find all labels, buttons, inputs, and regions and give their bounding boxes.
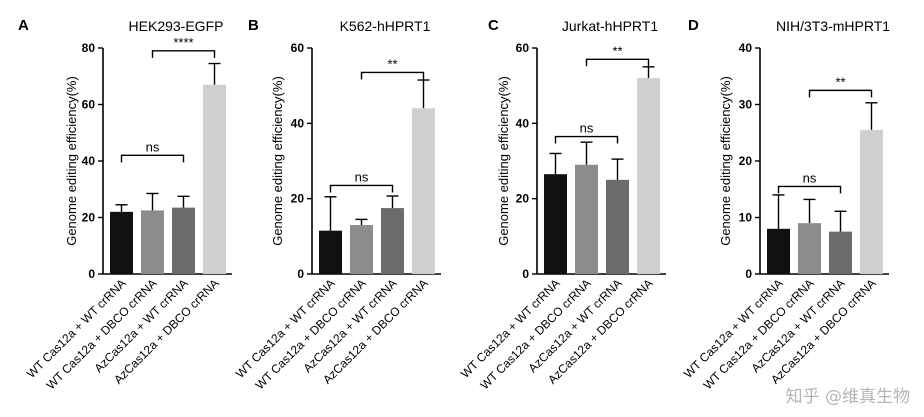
y-tick-label: 40 (739, 41, 753, 55)
watermark-text: 知乎 @维真生物 (785, 387, 910, 407)
bar (381, 208, 404, 274)
significance-label: ** (835, 74, 845, 89)
bar (860, 129, 883, 274)
y-axis-label: Genome editing efficiency(%) (64, 76, 79, 246)
significance-bracket (808, 89, 873, 98)
panel-letter: C (488, 17, 499, 34)
significance-bracket (554, 135, 619, 144)
significance-bracket (777, 185, 842, 194)
y-tick-label: 60 (291, 41, 305, 55)
significance-bracket (151, 50, 216, 58)
y-tick-label: 60 (516, 41, 530, 55)
significance-label: ns (803, 170, 817, 185)
bar (798, 223, 821, 274)
panel-b: B K562-hHPRT1 Genome editing efficiency(%)… (233, 17, 441, 392)
y-tick-label: 20 (291, 192, 305, 206)
panel-letter: A (18, 17, 29, 34)
significance-label: ns (146, 139, 160, 154)
significance-bracket (120, 154, 185, 163)
significance-label: **** (173, 35, 193, 50)
y-tick-label: 0 (745, 267, 752, 281)
y-tick-label: 0 (297, 267, 304, 281)
y-axis-label: Genome editing efficiency(%) (718, 76, 733, 246)
panel-letter: D (688, 17, 699, 34)
panel-title: NIH/3T3-mHPRT1 (776, 18, 890, 34)
y-tick-label: 60 (82, 98, 96, 112)
panel-title: Jurkat-hHPRT1 (562, 18, 658, 34)
y-tick-label: 40 (516, 116, 530, 130)
bar (141, 210, 164, 274)
y-tick-label: 20 (82, 211, 96, 225)
bar (319, 230, 342, 274)
significance-label: ns (355, 169, 369, 184)
significance-bracket (360, 71, 425, 80)
bar (203, 84, 226, 274)
bar (637, 78, 660, 274)
bar (172, 207, 195, 274)
panel-title: K562-hHPRT1 (340, 18, 431, 34)
bar (829, 231, 852, 274)
y-tick-label: 40 (82, 154, 96, 168)
bar (110, 211, 133, 274)
y-axis-label: Genome editing efficiency(%) (270, 76, 285, 246)
bar (350, 225, 373, 274)
y-tick-label: 40 (291, 116, 305, 130)
y-tick-label: 10 (739, 211, 753, 225)
panel-letter: B (248, 17, 259, 34)
bar (412, 108, 435, 275)
significance-label: ** (612, 43, 622, 58)
panel-d: D NIH/3T3-mHPRT1 Genome editing efficiency… (681, 17, 890, 392)
significance-bracket (585, 58, 650, 67)
significance-label: ns (580, 121, 594, 136)
y-tick-label: 20 (516, 192, 530, 206)
y-tick-label: 80 (82, 41, 96, 55)
panel-title: HEK293-EGFP (129, 18, 224, 34)
bar (544, 174, 567, 274)
bar (606, 179, 629, 274)
significance-label: ** (387, 56, 397, 71)
y-tick-label: 0 (88, 267, 95, 281)
y-tick-label: 30 (739, 98, 753, 112)
bar (575, 164, 598, 274)
y-tick-label: 0 (522, 267, 529, 281)
significance-bracket (329, 184, 394, 193)
panel-a: A HEK293-EGFP Genome editing efficiency(%)… (18, 17, 232, 392)
y-tick-label: 20 (739, 154, 753, 168)
panel-c: C Jurkat-hHPRT1 Genome editing efficiency(… (458, 17, 666, 392)
y-axis-label: Genome editing efficiency(%) (496, 76, 511, 246)
bar (767, 228, 790, 274)
